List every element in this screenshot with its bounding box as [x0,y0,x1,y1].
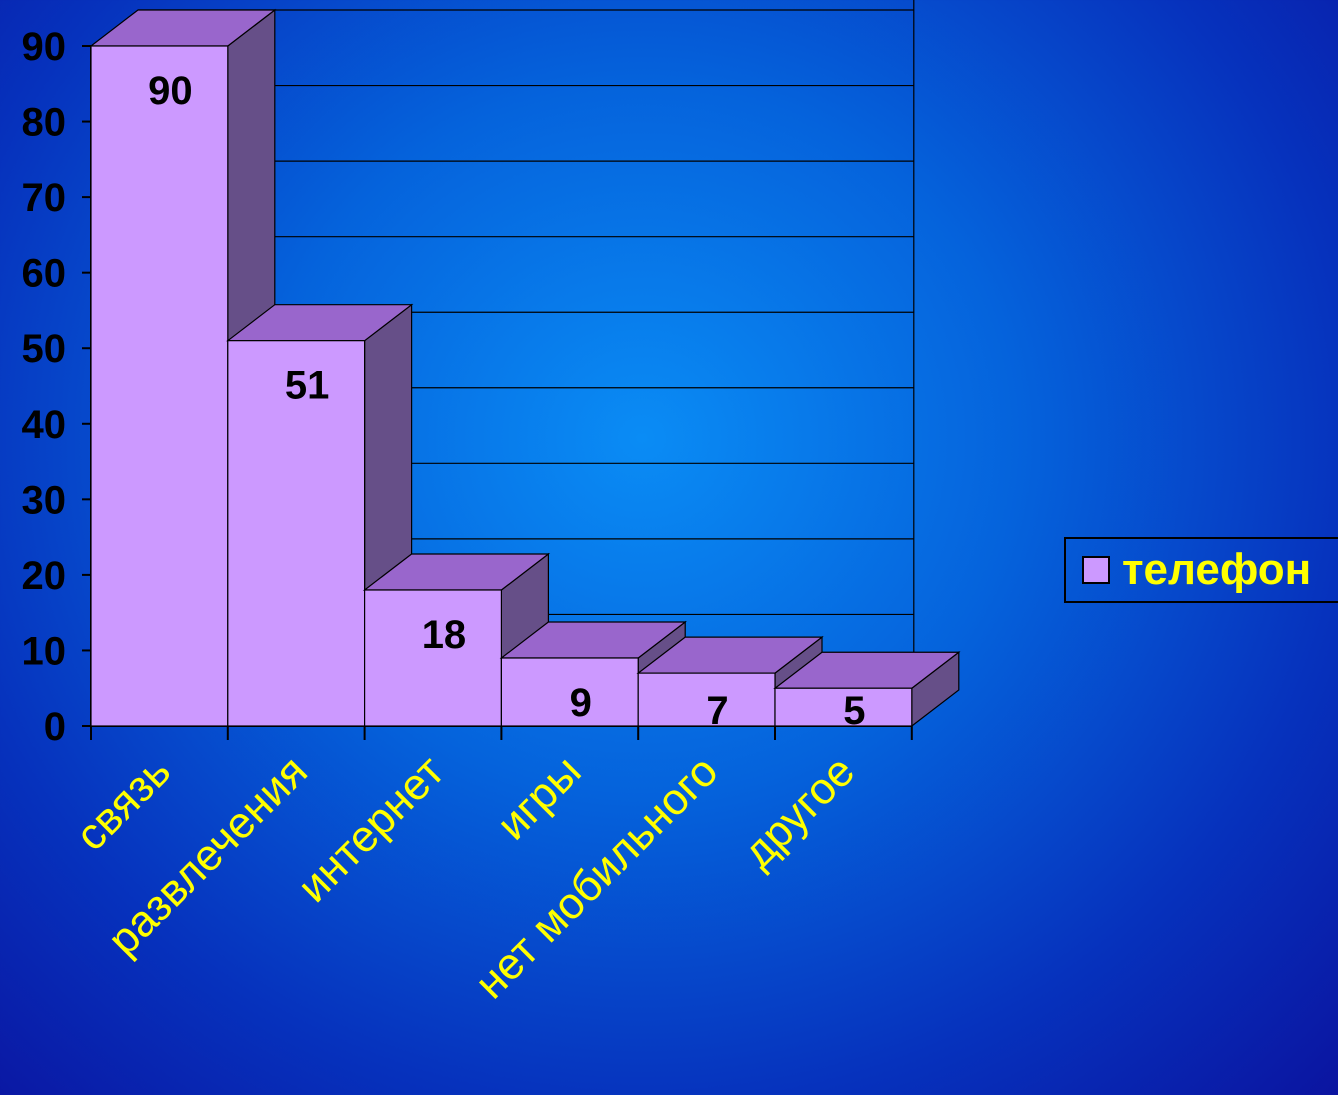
legend-swatch-telefon [1082,556,1110,584]
legend-label: телефон [1122,545,1312,594]
legend: телефон [1064,537,1338,603]
y-tick-label: 10 [22,629,67,673]
y-tick-label: 0 [44,705,66,749]
y-tick-label: 70 [22,176,67,220]
data-label: 7 [706,689,728,733]
bar-front [774,687,913,727]
y-tick-label: 80 [22,101,67,145]
bar-другое [773,651,961,728]
bar-front [364,589,503,727]
data-labels: 90 51 18 9 7 5 [148,69,865,733]
y-tick-label: 20 [22,554,67,598]
y-tick-label: 60 [22,252,67,296]
category-label: игры [488,746,591,849]
y-tick-label: 30 [22,478,67,522]
data-label: 90 [148,69,193,113]
category-label: связь [66,746,180,860]
category-label: другое [734,746,865,877]
data-label: 5 [843,689,865,733]
data-label: 51 [285,364,330,408]
bar-front [500,657,639,727]
bars [89,8,961,728]
bar-front [90,45,229,727]
y-tick-label: 90 [22,25,67,69]
category-label: нет мобильного [466,746,728,1008]
data-label: 9 [570,681,592,725]
bar-front [227,340,366,727]
data-label: 18 [422,613,467,657]
y-tick-label: 40 [22,403,67,447]
y-tick-label: 50 [22,327,67,371]
category-label: интернет [288,746,453,911]
bar-front [637,672,776,727]
y-tick-labels: 0 10 20 30 40 50 60 70 80 90 [22,25,67,749]
